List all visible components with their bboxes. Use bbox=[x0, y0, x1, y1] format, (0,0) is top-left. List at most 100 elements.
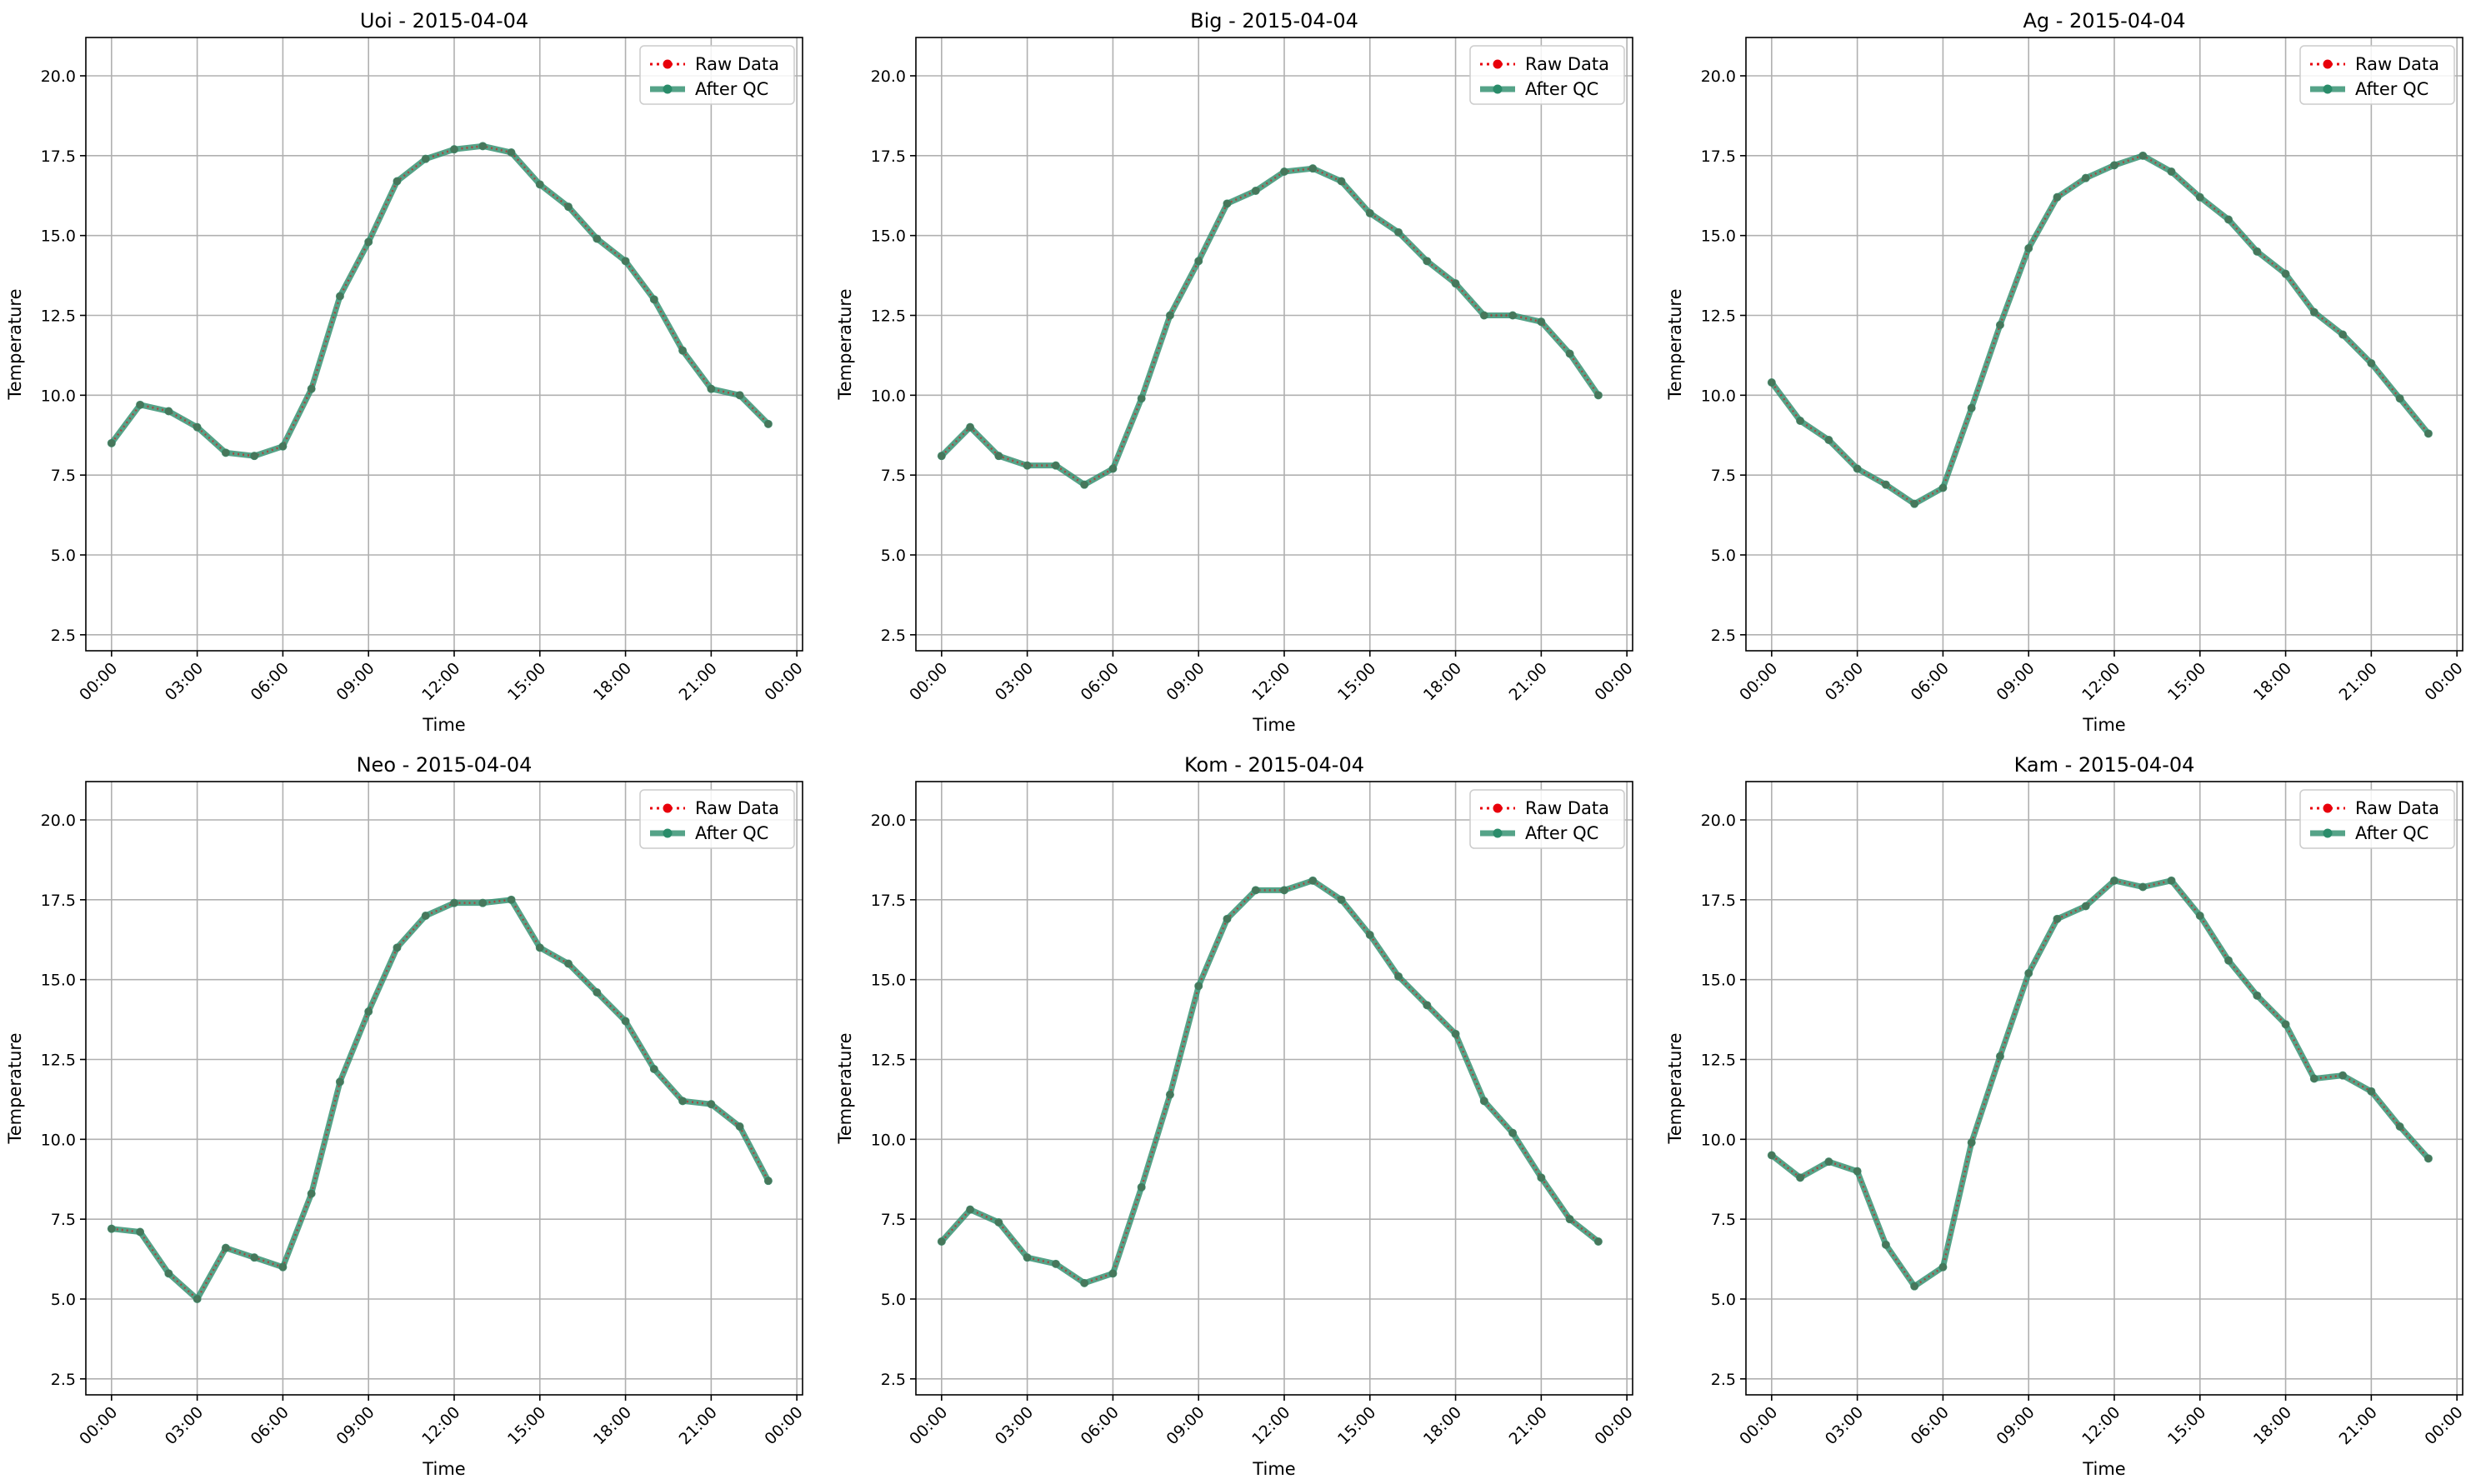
plot-frame bbox=[1745, 781, 2463, 1396]
y-tick-label: 12.5 bbox=[41, 307, 76, 326]
after-qc-point bbox=[593, 234, 602, 243]
after-qc-point bbox=[649, 1065, 658, 1073]
after-qc-point bbox=[2138, 151, 2148, 160]
after-qc-point bbox=[1023, 1253, 1032, 1262]
subplot-title: Neo - 2015-04-04 bbox=[357, 753, 533, 777]
y-tick-label: 7.5 bbox=[1711, 467, 1736, 485]
legend: Raw Data After QC bbox=[2299, 45, 2455, 105]
after-qc-point bbox=[1080, 480, 1089, 489]
legend-label-raw-data: Raw Data bbox=[695, 54, 779, 74]
x-tick-label: 12:00 bbox=[1248, 659, 1293, 704]
legend-raw-marker bbox=[663, 803, 673, 813]
after-qc-point bbox=[364, 237, 373, 247]
after-qc-point bbox=[250, 1253, 259, 1262]
after-qc-point bbox=[1165, 1090, 1174, 1099]
after-qc-point bbox=[1881, 480, 1890, 489]
y-tick-label: 12.5 bbox=[871, 1052, 906, 1070]
after-qc-point bbox=[1279, 886, 1288, 895]
y-tick-label: 10.0 bbox=[41, 1131, 76, 1149]
y-tick-label: 7.5 bbox=[51, 1211, 76, 1229]
y-tick-label: 2.5 bbox=[51, 1371, 76, 1389]
after-qc-point bbox=[1365, 208, 1374, 217]
after-qc-point bbox=[2367, 359, 2376, 367]
x-tick-label: 18:00 bbox=[590, 1403, 635, 1448]
after-qc-point bbox=[507, 895, 516, 904]
legend-label-raw-data: Raw Data bbox=[695, 798, 779, 818]
legend-raw-marker bbox=[1493, 59, 1503, 69]
legend-raw-marker bbox=[2323, 803, 2333, 813]
after-qc-point bbox=[1365, 931, 1374, 939]
after-qc-point bbox=[1910, 1282, 1919, 1291]
after-qc-point bbox=[1308, 164, 1318, 173]
after-qc-point bbox=[2081, 173, 2090, 182]
legend-qc-marker bbox=[1493, 84, 1503, 94]
y-tick-label: 2.5 bbox=[1711, 1371, 1736, 1389]
series-after-qc-line bbox=[939, 165, 1601, 488]
series-raw-data-line bbox=[1770, 154, 2429, 506]
after-qc-point bbox=[2338, 330, 2348, 339]
after-qc-point bbox=[1508, 311, 1518, 320]
after-qc-point bbox=[2224, 215, 2233, 224]
after-qc-point bbox=[1308, 876, 1318, 885]
y-tick-label: 10.0 bbox=[871, 1131, 906, 1149]
subplot-title: Kom - 2015-04-04 bbox=[1184, 753, 1364, 777]
after-qc-point bbox=[1967, 403, 1976, 412]
y-axis-label: Temperature bbox=[835, 1032, 855, 1144]
x-tick-label: 18:00 bbox=[1420, 659, 1465, 704]
y-tick-label: 20.0 bbox=[871, 67, 906, 86]
after-qc-point bbox=[966, 1205, 975, 1214]
after-qc-point bbox=[1593, 1237, 1603, 1246]
x-tick-label: 15:00 bbox=[504, 1403, 549, 1448]
after-qc-point bbox=[1881, 1240, 1890, 1249]
legend-qc-marker bbox=[1493, 828, 1503, 838]
after-qc-point bbox=[2423, 429, 2433, 438]
after-qc-point bbox=[2309, 1074, 2318, 1083]
y-tick-label: 5.0 bbox=[881, 547, 906, 565]
x-tick-label: 18:00 bbox=[590, 659, 635, 704]
x-tick-label: 00:00 bbox=[1736, 659, 1781, 704]
series-after-qc-line bbox=[1769, 152, 2431, 507]
y-tick-label: 2.5 bbox=[881, 627, 906, 645]
y-tick-label: 20.0 bbox=[871, 812, 906, 830]
after-qc-point bbox=[1080, 1278, 1089, 1287]
legend-label-raw-data: Raw Data bbox=[2355, 798, 2439, 818]
after-qc-point bbox=[1451, 279, 1460, 288]
after-qc-point bbox=[1451, 1029, 1460, 1038]
y-tick-label: 20.0 bbox=[41, 67, 76, 86]
x-axis-label: Time bbox=[422, 1459, 465, 1479]
after-qc-point bbox=[735, 1122, 744, 1131]
legend: Raw Data After QC bbox=[639, 789, 795, 849]
legend-qc-marker bbox=[663, 84, 673, 94]
x-tick-label: 21:00 bbox=[1506, 1403, 1551, 1448]
y-tick-label: 10.0 bbox=[41, 387, 76, 405]
subplot-6: 2.5 5.0 7.5 10.0 12.5 15.0 17.5 20.0 00:00 03:00 0… bbox=[1665, 753, 2467, 1479]
legend-label-after-qc: After QC bbox=[695, 823, 768, 843]
after-qc-point bbox=[2081, 902, 2090, 911]
subplot-4: 2.5 5.0 7.5 10.0 12.5 15.0 17.5 20.0 00:00 03:00 0… bbox=[5, 753, 807, 1479]
legend-qc-marker bbox=[2323, 84, 2333, 94]
x-tick-label: 03:00 bbox=[1822, 659, 1867, 704]
after-qc-point bbox=[107, 438, 116, 447]
legend-qc-marker bbox=[663, 828, 673, 838]
after-qc-point bbox=[1537, 317, 1546, 327]
x-tick-label: 03:00 bbox=[162, 659, 207, 704]
legend-label-after-qc: After QC bbox=[2355, 823, 2428, 843]
y-tick-label: 17.5 bbox=[1701, 147, 1736, 166]
y-tick-label: 12.5 bbox=[41, 1052, 76, 1070]
after-qc-point bbox=[2338, 1071, 2348, 1080]
plot-frame bbox=[915, 781, 1633, 1396]
subplot-1: 2.5 5.0 7.5 10.0 12.5 15.0 17.5 20.0 00:00 03:00 0… bbox=[5, 9, 807, 735]
legend-label-raw-data: Raw Data bbox=[1525, 54, 1609, 74]
after-qc-point bbox=[1251, 187, 1260, 195]
y-axis-label: Temperature bbox=[835, 288, 855, 400]
after-qc-point bbox=[221, 448, 230, 457]
legend: Raw Data After QC bbox=[2299, 789, 2455, 849]
after-qc-point bbox=[1423, 1001, 1432, 1010]
x-tick-label: 00:00 bbox=[906, 1403, 951, 1448]
after-qc-point bbox=[421, 154, 430, 163]
legend-label-after-qc: After QC bbox=[695, 79, 768, 99]
after-qc-point bbox=[164, 407, 173, 416]
legend-label-after-qc: After QC bbox=[2355, 79, 2428, 99]
after-qc-point bbox=[1508, 1128, 1518, 1137]
after-qc-point bbox=[1824, 1157, 1833, 1167]
